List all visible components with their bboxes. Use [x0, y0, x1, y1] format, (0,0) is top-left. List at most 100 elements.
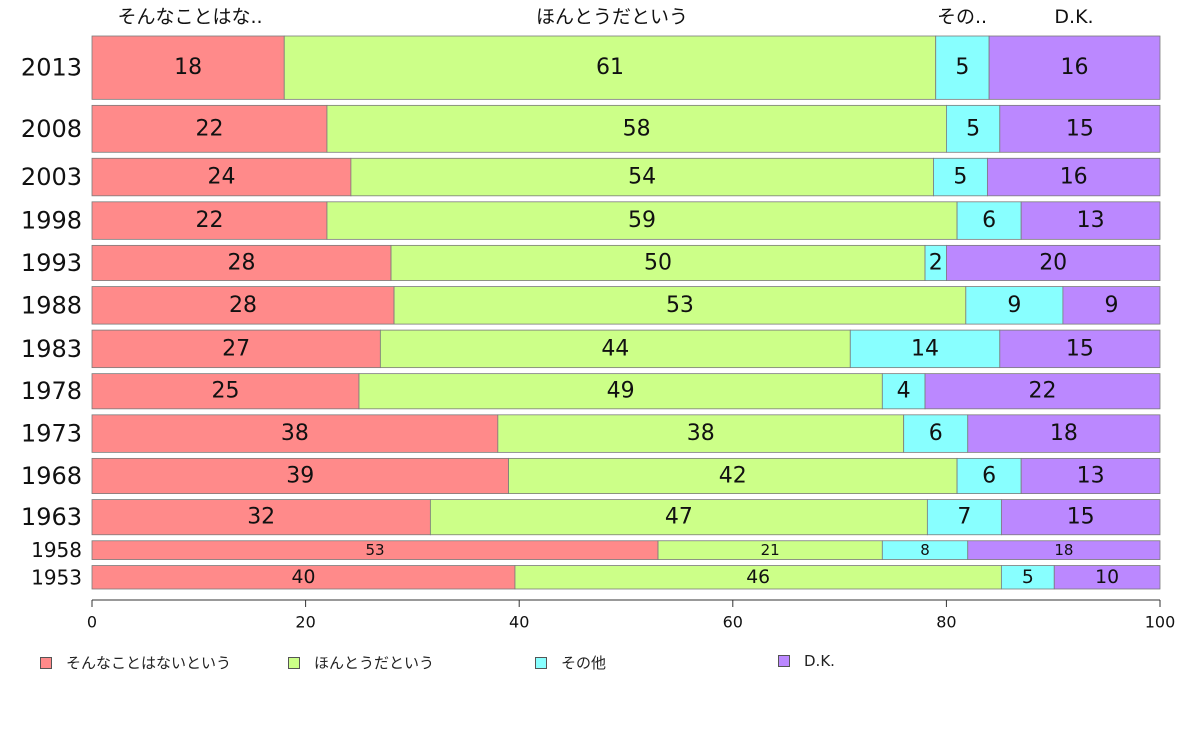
- data-label: 22: [1029, 379, 1057, 404]
- data-label: 15: [1066, 116, 1094, 141]
- bar-segment: [91, 157, 352, 197]
- legend-swatch-0: [40, 656, 52, 669]
- data-label: 32: [247, 505, 275, 530]
- data-label: 5: [955, 55, 969, 80]
- data-label: 10: [1095, 567, 1119, 588]
- data-label: 47: [665, 505, 693, 530]
- data-label: 9: [1007, 293, 1021, 318]
- bar-segment: [999, 104, 1161, 153]
- x-tick-label: 20: [295, 613, 315, 632]
- bar-segment: [1000, 499, 1161, 536]
- bar-segment: [393, 286, 967, 325]
- data-label: 16: [1061, 55, 1089, 80]
- bar-segment: [429, 499, 928, 536]
- bar-segment: [1053, 565, 1161, 590]
- x-tick-label: 80: [936, 613, 956, 632]
- bar-segment: [1062, 286, 1161, 325]
- category-label: 2013: [21, 54, 82, 82]
- data-label: 13: [1077, 463, 1105, 488]
- bar-segment: [497, 414, 905, 453]
- data-label: 6: [982, 463, 996, 488]
- data-label: 20: [1039, 250, 1067, 275]
- bar-segment: [326, 104, 947, 153]
- data-label: 28: [229, 293, 257, 318]
- bar-segment: [326, 201, 958, 240]
- x-tick-label: 60: [723, 613, 743, 632]
- bar-segment: [946, 104, 1001, 153]
- x-tick-label: 0: [87, 613, 97, 632]
- data-label: 6: [929, 421, 943, 446]
- data-label: 53: [365, 541, 384, 559]
- bar-segment: [283, 35, 937, 100]
- data-label: 42: [719, 463, 747, 488]
- data-label: 5: [953, 165, 967, 190]
- category-label: 2003: [21, 163, 82, 191]
- legend-swatch-3: [778, 655, 790, 667]
- data-label: 24: [207, 165, 235, 190]
- legend-item-0: そんなことはないという: [40, 652, 231, 673]
- legend-label-1: ほんとうだという: [314, 654, 435, 672]
- data-label: 15: [1067, 505, 1095, 530]
- bar-segment: [379, 329, 851, 369]
- data-label: 4: [897, 379, 911, 404]
- category-label: 1968: [21, 462, 82, 490]
- bar-segment: [924, 373, 1161, 410]
- bar-segment: [986, 157, 1161, 197]
- category-label: 1978: [21, 377, 82, 405]
- bar-segment: [988, 35, 1161, 100]
- top-series-label: D.K.: [1054, 6, 1093, 28]
- bar-segment: [967, 540, 1161, 560]
- top-series-label: ほんとうだという: [536, 6, 688, 28]
- category-label: 1953: [31, 565, 82, 589]
- data-label: 38: [281, 421, 309, 446]
- bar-segment: [849, 329, 1001, 369]
- bar-segment: [358, 373, 883, 410]
- data-label: 53: [666, 293, 694, 318]
- category-label: 1973: [21, 420, 82, 448]
- bar-segment: [91, 104, 328, 153]
- bar-segment: [350, 157, 934, 197]
- data-label: 27: [222, 336, 250, 361]
- data-label: 5: [966, 116, 980, 141]
- data-label: 18: [1050, 421, 1078, 446]
- data-label: 6: [982, 208, 996, 233]
- data-label: 15: [1066, 336, 1094, 361]
- data-label: 13: [1077, 208, 1105, 233]
- data-label: 58: [623, 116, 651, 141]
- data-label: 9: [1104, 293, 1118, 318]
- data-label: 22: [195, 116, 223, 141]
- category-label: 1998: [21, 207, 82, 235]
- bar-segment: [881, 373, 926, 410]
- data-label: 21: [761, 541, 780, 559]
- bar-segment: [1020, 201, 1161, 240]
- bar-segment: [1020, 457, 1161, 494]
- data-label: 59: [628, 208, 656, 233]
- legend-item-1: ほんとうだという: [288, 652, 434, 673]
- data-label: 2: [929, 250, 943, 275]
- legend-label-3: D.K.: [804, 652, 835, 670]
- legend-swatch-2: [535, 656, 547, 669]
- data-label: 44: [601, 336, 629, 361]
- data-label: 38: [687, 421, 715, 446]
- bar-segment: [965, 286, 1064, 325]
- bar-segment: [956, 457, 1022, 494]
- category-label: 1958: [31, 538, 82, 562]
- bar-segment: [946, 244, 1161, 281]
- category-label: 1988: [21, 291, 82, 319]
- bar-segment: [91, 286, 395, 325]
- data-label: 61: [596, 55, 624, 80]
- bar-segment: [91, 244, 392, 281]
- bar-segment: [91, 35, 285, 100]
- data-label: 18: [1054, 541, 1073, 559]
- legend: そんなことはないという ほんとうだという その他 D.K.: [0, 652, 1188, 676]
- category-label: 1983: [21, 335, 82, 363]
- data-label: 18: [174, 55, 202, 80]
- bar-segment: [999, 329, 1161, 369]
- bar-segment: [390, 244, 926, 281]
- bar-segment: [508, 457, 958, 494]
- data-label: 14: [911, 336, 939, 361]
- bar-segment: [967, 414, 1161, 453]
- bar-segment: [91, 329, 381, 369]
- data-label: 16: [1060, 165, 1088, 190]
